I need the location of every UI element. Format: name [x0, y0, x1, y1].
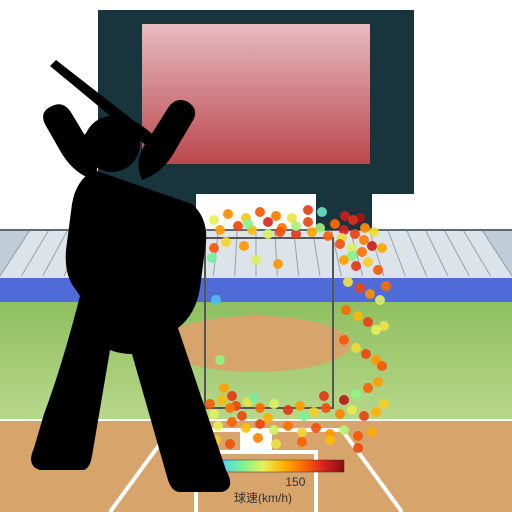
pitch-point — [297, 437, 307, 447]
pitch-point — [275, 227, 285, 237]
pitch-point — [381, 281, 391, 291]
pitch-point — [359, 411, 369, 421]
pitch-point — [363, 383, 373, 393]
pitch-point — [363, 257, 373, 267]
pitch-point — [233, 221, 243, 231]
pitch-point — [330, 219, 340, 229]
pitch-point — [215, 355, 225, 365]
pitch-point — [299, 411, 309, 421]
pitch-point — [255, 419, 265, 429]
pitch-point — [239, 241, 249, 251]
pitch-point — [377, 243, 387, 253]
pitch-point — [243, 219, 253, 229]
pitch-point — [253, 433, 263, 443]
pitch-point — [347, 405, 357, 415]
pitch-point — [307, 227, 317, 237]
pitch-point — [361, 349, 371, 359]
pitch-point — [339, 335, 349, 345]
pitch-point — [269, 425, 279, 435]
pitch-point — [365, 289, 375, 299]
pitch-point — [367, 427, 377, 437]
pitch-point — [323, 231, 333, 241]
pitch-point — [379, 321, 389, 331]
pitch-point — [339, 425, 349, 435]
pitch-point — [348, 215, 358, 225]
pitch-point — [367, 241, 377, 251]
pitch-point — [269, 399, 279, 409]
pitch-point — [353, 311, 363, 321]
pitch-point — [219, 383, 229, 393]
pitch-point — [251, 255, 261, 265]
pitch-point — [343, 277, 353, 287]
pitch-point — [263, 413, 273, 423]
pitch-point — [373, 265, 383, 275]
pitch-point — [213, 421, 223, 431]
pitch-point — [241, 423, 251, 433]
pitch-point — [319, 391, 329, 401]
pitch-point — [295, 401, 305, 411]
pitch-point — [225, 403, 235, 413]
pitch-point — [303, 217, 313, 227]
pitch-point — [357, 247, 367, 257]
pitch-point — [215, 225, 225, 235]
pitch-point — [351, 261, 361, 271]
pitch-point — [237, 411, 247, 421]
pitch-point — [350, 229, 360, 239]
pitch-point — [359, 235, 369, 245]
pitch-point — [341, 305, 351, 315]
pitch-point — [211, 295, 221, 305]
pitch-point — [355, 283, 365, 293]
pitch-point — [283, 405, 293, 415]
pitch-point — [217, 395, 227, 405]
pitch-point — [339, 395, 349, 405]
pitch-point — [360, 223, 370, 233]
pitch-point — [255, 207, 265, 217]
pitch-point — [375, 295, 385, 305]
pitch-point — [347, 251, 357, 261]
pitch-point — [369, 227, 379, 237]
pitch-point — [263, 229, 273, 239]
pitch-point — [377, 361, 387, 371]
pitch-point — [227, 417, 237, 427]
pitch-point — [207, 253, 217, 263]
pitch-point — [223, 209, 233, 219]
pitch-point — [309, 407, 319, 417]
pitch-point — [373, 377, 383, 387]
pitch-point — [283, 421, 293, 431]
pitch-point — [221, 237, 231, 247]
pitch-point — [271, 439, 281, 449]
pitch-point — [205, 399, 215, 409]
pitch-point — [225, 439, 235, 449]
pitch-point — [303, 205, 313, 215]
pitch-point — [209, 243, 219, 253]
pitch-point — [291, 221, 301, 231]
pitch-point — [273, 259, 283, 269]
pitch-point — [351, 343, 361, 353]
colorbar-tick: 150 — [285, 475, 305, 489]
pitch-point — [297, 427, 307, 437]
colorbar-label: 球速(km/h) — [234, 491, 292, 505]
pitch-point — [263, 217, 273, 227]
pitch-point — [371, 407, 381, 417]
pitch-point — [325, 435, 335, 445]
pitch-point — [363, 317, 373, 327]
pitch-point — [311, 423, 321, 433]
pitch-point — [317, 207, 327, 217]
pitch-point — [227, 391, 237, 401]
pitch-point — [351, 389, 361, 399]
pitch-point — [335, 239, 345, 249]
pitch-point — [249, 393, 259, 403]
pitch-point — [335, 409, 345, 419]
pitch-point — [209, 409, 219, 419]
pitch-point — [271, 211, 281, 221]
pitch-point — [255, 403, 265, 413]
pitch-point — [209, 215, 219, 225]
pitch-point — [379, 399, 389, 409]
pitch-point — [353, 431, 363, 441]
pitch-point — [321, 403, 331, 413]
pitch-point — [353, 443, 363, 453]
